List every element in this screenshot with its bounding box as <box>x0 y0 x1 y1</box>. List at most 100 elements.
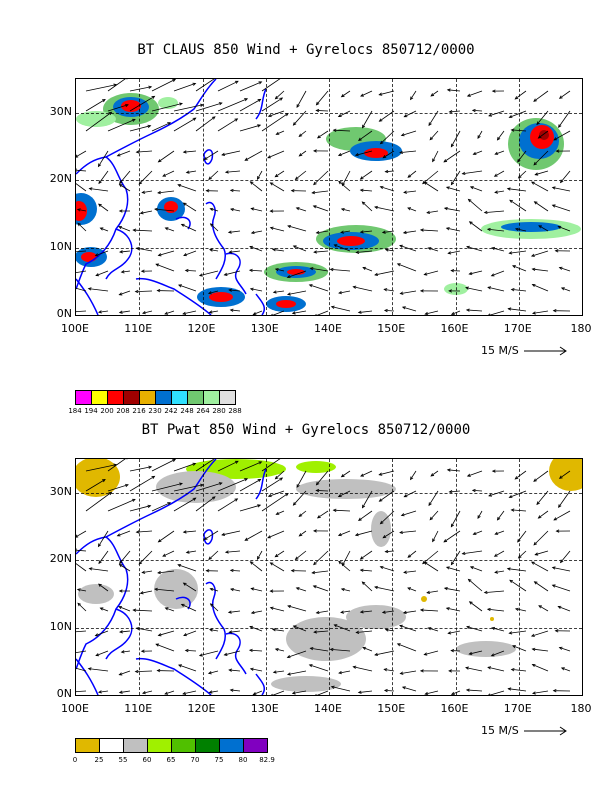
wind-vector <box>552 204 571 212</box>
wind-vector <box>250 288 263 292</box>
wind-vector-head <box>313 529 317 533</box>
panel1-legend <box>75 390 236 405</box>
grid-line-vertical <box>265 79 267 315</box>
wind-vector <box>469 650 483 655</box>
wind-vector-head <box>359 568 364 572</box>
wind-vector <box>533 150 549 166</box>
wind-vector <box>95 270 109 276</box>
wind-vector <box>429 510 439 520</box>
wind-vector-head <box>116 533 121 537</box>
wind-vector <box>509 579 527 592</box>
wind-vector <box>239 461 262 472</box>
wind-vector <box>229 250 241 253</box>
wind-vector-head <box>361 201 366 205</box>
wind-vector-head <box>76 154 79 158</box>
wind-vector-head <box>400 133 405 137</box>
grid-line-horizontal <box>76 180 582 182</box>
wind-vector-head <box>383 668 388 672</box>
wind-vector <box>380 566 395 572</box>
wind-vector <box>467 90 483 97</box>
legend-label: 208 <box>116 407 130 415</box>
grid-line-horizontal <box>76 492 582 494</box>
wind-vector <box>313 585 329 592</box>
wind-vector <box>117 150 131 157</box>
wind-vector <box>85 99 106 112</box>
wind-vector-head <box>272 290 277 294</box>
wind-vector-head <box>167 122 172 126</box>
coastline <box>175 596 191 610</box>
grid-line-horizontal <box>76 627 582 629</box>
wind-vector <box>239 124 261 132</box>
wind-vector <box>85 491 112 512</box>
wind-vector <box>508 308 527 312</box>
wind-vector-head <box>315 230 320 235</box>
wind-vector-head <box>295 587 300 591</box>
wind-vector <box>95 250 109 257</box>
wind-vector <box>330 648 351 652</box>
wind-vector <box>140 590 153 594</box>
wind-vector <box>353 286 373 292</box>
wind-vector-head <box>384 248 389 252</box>
wind-vector-head <box>151 95 156 100</box>
wind-vector-head <box>208 556 212 561</box>
wind-vector-head <box>209 628 213 632</box>
wind-vector-head <box>447 251 452 255</box>
wind-vector <box>121 650 131 653</box>
wind-vector <box>533 530 549 546</box>
wind-vector <box>422 170 439 184</box>
wind-vector-head <box>340 473 345 478</box>
wind-vector <box>76 549 87 552</box>
wind-vector <box>468 199 483 212</box>
wind-vector-head <box>249 667 254 671</box>
wind-vector <box>239 99 261 112</box>
wind-vector-head <box>354 153 359 157</box>
wind-vector-head <box>271 628 276 632</box>
wind-vector-head <box>269 589 274 593</box>
wind-vector-head <box>221 152 226 157</box>
panel1-y-tick-label: 10N <box>49 239 72 253</box>
wind-vector-head <box>486 607 491 612</box>
wind-vector-head <box>340 207 345 212</box>
wind-vector <box>446 607 461 612</box>
wind-vector-head <box>424 311 429 315</box>
wind-vector <box>195 482 222 492</box>
wind-vector <box>182 690 197 695</box>
wind-vector-head <box>140 269 145 273</box>
grid-line-horizontal <box>76 560 582 562</box>
wind-vector-head <box>228 250 233 254</box>
wind-vector <box>208 290 219 294</box>
wind-vector-head <box>508 494 513 499</box>
wind-vector <box>331 686 351 692</box>
wind-vector-head <box>131 498 136 502</box>
wind-vector-head <box>379 520 384 525</box>
wind-vector-head <box>132 228 137 232</box>
wind-vector <box>333 129 351 132</box>
wind-vector-head <box>538 225 542 229</box>
wind-vector-head <box>298 533 303 537</box>
wind-vector <box>76 150 87 158</box>
wind-vector-head <box>450 561 455 566</box>
wind-vector <box>356 250 373 253</box>
wind-vector <box>249 626 263 632</box>
wind-vector-head <box>533 478 537 482</box>
panel2-x-tick-label: 160E <box>440 702 469 715</box>
wind-vector-head <box>294 176 299 181</box>
wind-vector <box>400 290 417 294</box>
wind-vector <box>221 150 241 156</box>
panel2-x-tick-label: 140E <box>314 702 342 715</box>
wind-vector-head <box>76 588 81 592</box>
wind-vector-head <box>465 666 469 670</box>
wind-vector-head <box>337 113 342 118</box>
wind-vector <box>133 229 153 232</box>
wind-vector <box>316 470 329 486</box>
wind-vector <box>424 181 439 192</box>
wind-vector <box>432 150 439 162</box>
wind-vector-head <box>120 650 125 654</box>
wind-vector <box>162 550 175 557</box>
wind-vector-head <box>407 207 412 211</box>
wind-vector <box>472 489 483 492</box>
wind-vector-head <box>514 476 519 480</box>
wind-vector <box>494 170 505 177</box>
coastline <box>175 216 191 230</box>
wind-vector <box>558 110 571 128</box>
